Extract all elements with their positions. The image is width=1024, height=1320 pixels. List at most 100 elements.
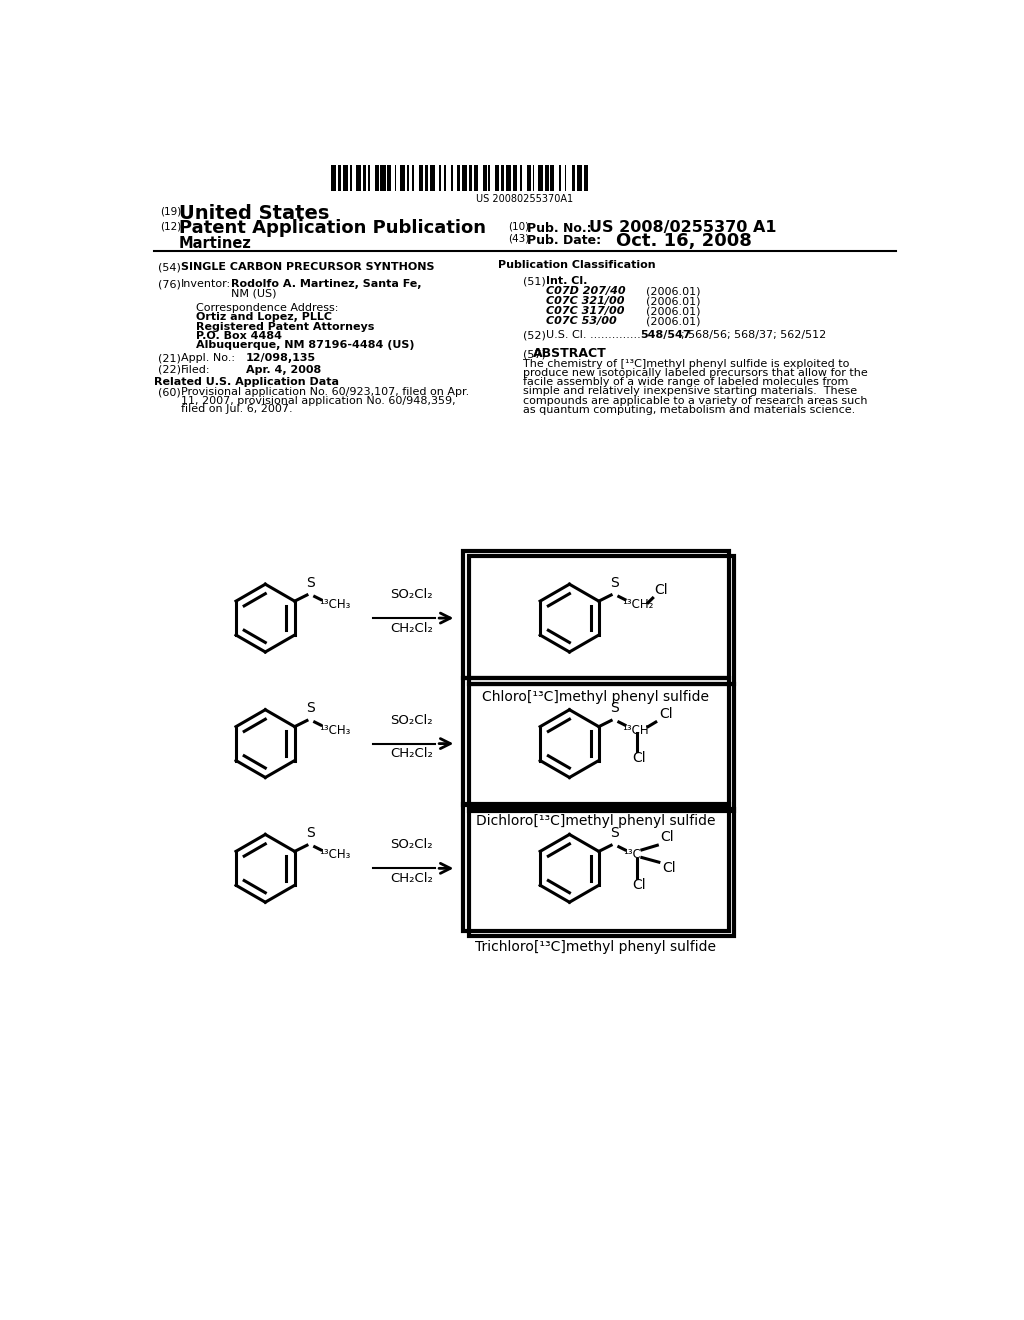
Text: (2006.01): (2006.01)	[646, 286, 701, 296]
Bar	[538, 165, 544, 191]
Bar	[520, 165, 522, 191]
Text: (43): (43)	[508, 234, 529, 244]
Text: Registered Patent Attorneys: Registered Patent Attorneys	[196, 322, 375, 331]
Text: U.S. Cl. ..............: U.S. Cl. ..............	[547, 330, 641, 341]
Text: 548/547: 548/547	[640, 330, 691, 341]
Text: Provisional application No. 60/923,107, filed on Apr.: Provisional application No. 60/923,107, …	[180, 387, 469, 397]
Bar	[399, 165, 406, 191]
Bar	[469, 809, 734, 936]
Text: simple and relatively inexpensive starting materials.  These: simple and relatively inexpensive starti…	[523, 387, 857, 396]
Bar	[331, 165, 336, 191]
Bar	[462, 165, 467, 191]
Text: United States: United States	[179, 203, 330, 223]
Text: Pub. Date:: Pub. Date:	[527, 234, 601, 247]
Text: CH₂Cl₂: CH₂Cl₂	[390, 622, 433, 635]
Bar	[513, 165, 517, 191]
Bar	[501, 165, 504, 191]
Text: Oct. 16, 2008: Oct. 16, 2008	[615, 231, 752, 249]
Text: Rodolfo A. Martinez, Santa Fe,: Rodolfo A. Martinez, Santa Fe,	[230, 280, 421, 289]
Text: 11, 2007, provisional application No. 60/948,359,: 11, 2007, provisional application No. 60…	[180, 396, 456, 405]
Bar	[457, 165, 460, 191]
Text: Appl. No.:: Appl. No.:	[180, 354, 234, 363]
Bar	[350, 165, 352, 191]
Bar	[380, 165, 386, 191]
Text: C07C 317/00: C07C 317/00	[547, 306, 625, 317]
Bar	[355, 165, 360, 191]
Text: (52): (52)	[523, 330, 546, 341]
Text: produce new isotopically labeled precursors that allow for the: produce new isotopically labeled precurs…	[523, 368, 868, 378]
Text: Cl: Cl	[662, 861, 676, 875]
Text: Publication Classification: Publication Classification	[499, 260, 656, 271]
Bar	[387, 165, 391, 191]
Text: (57): (57)	[523, 350, 546, 359]
Text: The chemistry of [¹³C]methyl phenyl sulfide is exploited to: The chemistry of [¹³C]methyl phenyl sulf…	[523, 359, 850, 368]
Bar	[439, 165, 440, 191]
Text: (19): (19)	[160, 206, 181, 216]
Bar	[496, 165, 499, 191]
Bar	[338, 165, 341, 191]
Text: Inventor:: Inventor:	[180, 280, 230, 289]
Text: Cl: Cl	[654, 582, 668, 597]
Bar	[584, 165, 588, 191]
Text: S: S	[306, 826, 315, 840]
Bar	[545, 165, 549, 191]
Bar	[419, 165, 423, 191]
Text: SO₂Cl₂: SO₂Cl₂	[390, 838, 433, 851]
Text: Trichloro[¹³C]methyl phenyl sulfide: Trichloro[¹³C]methyl phenyl sulfide	[475, 940, 716, 954]
Text: Martinez: Martinez	[179, 236, 252, 251]
Text: Chloro[¹³C]methyl phenyl sulfide: Chloro[¹³C]methyl phenyl sulfide	[482, 689, 710, 704]
Text: (12): (12)	[160, 222, 181, 231]
Text: Cl: Cl	[658, 706, 673, 721]
Text: C07D 207/40: C07D 207/40	[547, 286, 626, 296]
Text: (60): (60)	[158, 387, 180, 397]
Text: ¹³C: ¹³C	[624, 849, 641, 862]
Bar	[407, 165, 409, 191]
Text: ¹³CH₂: ¹³CH₂	[622, 598, 653, 611]
Text: compounds are applicable to a variety of research areas such: compounds are applicable to a variety of…	[523, 396, 867, 405]
Text: Pub. No.:: Pub. No.:	[527, 222, 592, 235]
Bar	[483, 165, 486, 191]
Text: Apr. 4, 2008: Apr. 4, 2008	[246, 364, 322, 375]
Text: S: S	[610, 701, 620, 715]
Bar	[463, 552, 729, 678]
Text: P.O. Box 4484: P.O. Box 4484	[196, 331, 282, 341]
Text: SINGLE CARBON PRECURSOR SYNTHONS: SINGLE CARBON PRECURSOR SYNTHONS	[180, 263, 434, 272]
Bar	[375, 165, 379, 191]
Bar	[469, 557, 734, 684]
Text: SO₂Cl₂: SO₂Cl₂	[390, 714, 433, 726]
Bar	[527, 165, 530, 191]
Text: facile assembly of a wide range of labeled molecules from: facile assembly of a wide range of label…	[523, 378, 849, 387]
Bar	[343, 165, 348, 191]
Text: (54): (54)	[158, 263, 180, 272]
Bar	[463, 678, 729, 805]
Bar	[362, 165, 367, 191]
Bar	[368, 165, 370, 191]
Text: as quantum computing, metabolism and materials science.: as quantum computing, metabolism and mat…	[523, 405, 855, 414]
Text: C07C 53/00: C07C 53/00	[547, 317, 617, 326]
Text: (10): (10)	[508, 222, 529, 231]
Bar	[532, 165, 535, 191]
Bar	[564, 165, 566, 191]
Bar	[430, 165, 435, 191]
Text: (2006.01): (2006.01)	[646, 317, 701, 326]
Text: (2006.01): (2006.01)	[646, 296, 701, 306]
Text: ¹³CH₃: ¹³CH₃	[319, 723, 350, 737]
Text: ¹³CH: ¹³CH	[622, 723, 648, 737]
Bar	[463, 804, 729, 931]
Text: ABSTRACT: ABSTRACT	[532, 347, 606, 360]
Text: Dichloro[¹³C]methyl phenyl sulfide: Dichloro[¹³C]methyl phenyl sulfide	[476, 814, 716, 829]
Text: NM (US): NM (US)	[230, 289, 276, 298]
Text: (51): (51)	[523, 276, 546, 286]
Text: Patent Application Publication: Patent Application Publication	[179, 219, 486, 238]
Bar	[394, 165, 396, 191]
Text: US 2008/0255370 A1: US 2008/0255370 A1	[589, 220, 776, 235]
Text: ¹³CH₃: ¹³CH₃	[319, 849, 350, 862]
Bar	[452, 165, 453, 191]
Text: S: S	[610, 576, 620, 590]
Text: (76): (76)	[158, 280, 180, 289]
Text: (21): (21)	[158, 354, 180, 363]
Text: S: S	[610, 826, 620, 840]
Text: 12/098,135: 12/098,135	[246, 354, 316, 363]
Bar	[550, 165, 554, 191]
Bar	[474, 165, 478, 191]
